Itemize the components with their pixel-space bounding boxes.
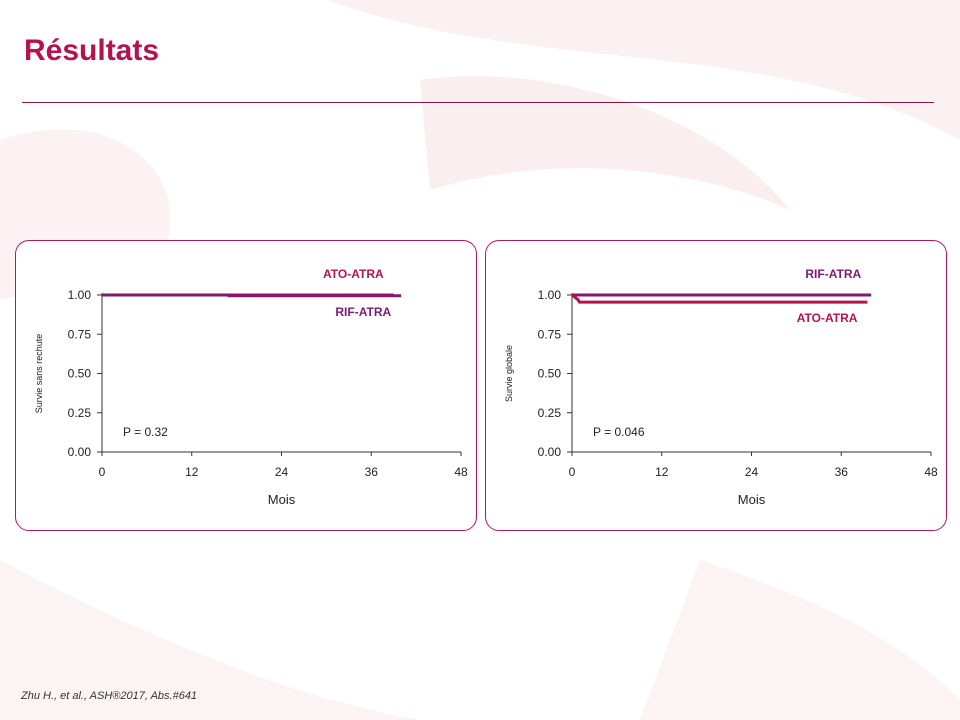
x-axis-label: Mois — [738, 492, 766, 507]
x-tick-label: 0 — [99, 465, 106, 479]
title-divider — [22, 102, 934, 103]
series-line-rif-atra — [102, 293, 402, 298]
y-tick-label: 0.25 — [538, 406, 562, 420]
y-tick-label: 1.00 — [538, 288, 562, 302]
chart-panel-overall-survival: 0.00 0.25 0.50 0.75 1.00 0 12 24 36 48 Mois Survie … — [485, 240, 947, 531]
x-tick-label: 36 — [365, 465, 379, 479]
y-tick-label: 0.50 — [68, 367, 92, 381]
legend-label-ato-atra: ATO-ATRA — [323, 267, 384, 281]
x-tick-label: 48 — [924, 465, 938, 479]
chart-panel-relapse-free-survival: 0.00 0.25 0.50 0.75 1.00 0 12 24 36 48 Mois Survie … — [15, 240, 477, 531]
x-tick-label: 24 — [745, 465, 759, 479]
x-tick-label: 12 — [655, 465, 669, 479]
page-title: Résultats — [24, 34, 160, 67]
overall-survival-chart: 0.00 0.25 0.50 0.75 1.00 0 12 24 36 48 Mois Survie … — [504, 267, 938, 507]
p-value-annotation: P = 0.32 — [123, 425, 168, 439]
y-tick-label: 0.75 — [68, 327, 92, 341]
x-tick-label: 0 — [569, 465, 576, 479]
legend-label-ato-atra: ATO-ATRA — [797, 311, 858, 325]
x-tick-label: 48 — [454, 465, 468, 479]
series-line-ato-atra — [571, 293, 868, 304]
y-tick-label: 1.00 — [68, 288, 92, 302]
y-tick-label: 0.00 — [538, 445, 562, 459]
y-axis-label: Survie globale — [504, 345, 514, 402]
y-axis-label: Survie sans rechute — [34, 334, 44, 414]
y-tick-label: 0.00 — [68, 445, 92, 459]
relapse-free-survival-chart: 0.00 0.25 0.50 0.75 1.00 0 12 24 36 48 Mois Survie … — [34, 267, 468, 507]
x-axis-label: Mois — [268, 492, 296, 507]
legend-label-rif-atra: RIF-ATRA — [335, 305, 391, 319]
x-tick-label: 36 — [835, 465, 849, 479]
y-tick-label: 0.75 — [538, 327, 562, 341]
citation: Zhu H., et al., ASH®2017, Abs.#641 — [21, 690, 198, 702]
x-tick-label: 12 — [185, 465, 199, 479]
y-tick-label: 0.50 — [538, 367, 562, 381]
legend-label-rif-atra: RIF-ATRA — [805, 267, 861, 281]
p-value-annotation: P = 0.046 — [593, 425, 645, 439]
x-tick-label: 24 — [275, 465, 289, 479]
y-tick-label: 0.25 — [68, 406, 92, 420]
